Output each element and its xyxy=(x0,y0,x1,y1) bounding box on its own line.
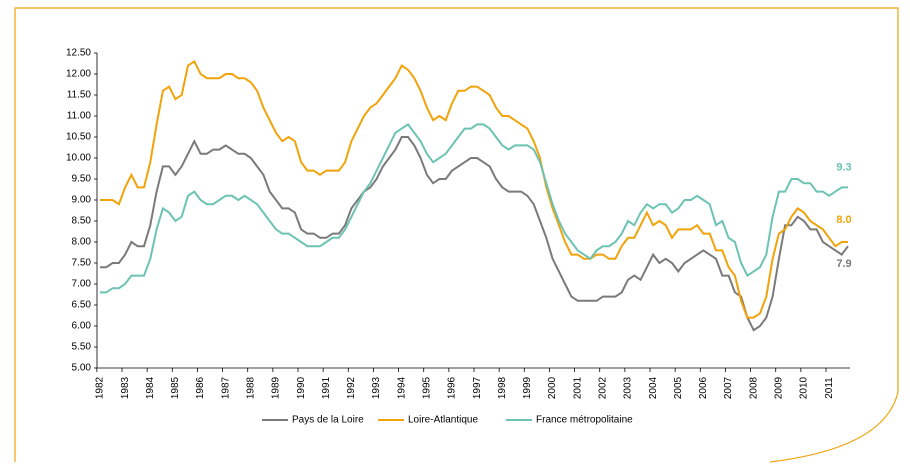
y-tick-label: 8.50 xyxy=(72,216,92,227)
end-label: 7.9 xyxy=(836,258,851,270)
x-tick-label: 2006 xyxy=(698,376,709,399)
y-tick-label: 11.00 xyxy=(67,111,92,122)
x-tick-label: 1989 xyxy=(271,376,282,399)
y-tick-label: 11.50 xyxy=(67,90,92,101)
x-tick-label: 1995 xyxy=(421,376,432,399)
y-tick-label: 10.00 xyxy=(66,153,91,164)
y-tick-label: 5.00 xyxy=(72,363,92,374)
end-label: 8.0 xyxy=(836,214,851,226)
x-tick-label: 1994 xyxy=(396,376,407,399)
x-tick-label: 2004 xyxy=(648,376,659,399)
series-line xyxy=(100,136,849,332)
y-tick-label: 7.50 xyxy=(72,258,92,269)
x-tick-label: 2010 xyxy=(799,376,810,399)
x-tick-label: 1997 xyxy=(472,376,483,399)
x-tick-label: 1985 xyxy=(170,376,181,399)
x-tick-label: 1983 xyxy=(120,376,131,399)
x-tick-label: 2011 xyxy=(824,377,835,399)
y-tick-label: 8.00 xyxy=(72,237,92,248)
x-tick-label: 1999 xyxy=(522,376,533,399)
x-tick-label: 2009 xyxy=(773,376,784,399)
x-tick-label: 1987 xyxy=(220,376,231,399)
x-tick-label: 2008 xyxy=(748,376,759,399)
x-tick-label: 2007 xyxy=(723,376,734,399)
y-tick-label: 6.50 xyxy=(72,300,92,311)
x-tick-label: 2000 xyxy=(547,376,558,399)
y-tick-label: 12.50 xyxy=(66,48,91,59)
x-tick-label: 2003 xyxy=(623,376,634,399)
x-tick-label: 1993 xyxy=(371,376,382,399)
y-tick-label: 9.00 xyxy=(72,195,92,206)
x-tick-label: 1984 xyxy=(145,376,156,399)
x-tick-label: 1991 xyxy=(321,376,332,399)
legend-label: Loire-Atlantique xyxy=(408,415,478,426)
y-tick-label: 6.00 xyxy=(72,321,92,332)
frame xyxy=(14,7,899,463)
series-line xyxy=(100,123,848,294)
y-tick-label: 7.00 xyxy=(72,279,92,290)
y-tick-label: 10.50 xyxy=(66,132,91,143)
x-tick-label: 1996 xyxy=(447,376,458,399)
x-tick-label: 1982 xyxy=(95,376,106,399)
legend-label: France métropolitaine xyxy=(536,415,633,426)
series-line xyxy=(100,59,848,319)
y-tick-label: 12.00 xyxy=(66,69,91,80)
x-tick-label: 1990 xyxy=(296,376,307,399)
x-tick-label: 2001 xyxy=(572,376,583,399)
x-tick-label: 2002 xyxy=(597,376,608,399)
x-tick-label: 2005 xyxy=(673,376,684,399)
end-label: 9.3 xyxy=(836,161,851,173)
x-tick-label: 1988 xyxy=(245,376,256,399)
x-tick-label: 1998 xyxy=(497,376,508,399)
x-tick-label: 1992 xyxy=(346,376,357,399)
y-tick-label: 5.50 xyxy=(72,342,92,353)
y-tick-label: 9.50 xyxy=(72,174,92,185)
legend-label: Pays de la Loire xyxy=(292,415,364,426)
x-tick-label: 1986 xyxy=(195,376,206,399)
